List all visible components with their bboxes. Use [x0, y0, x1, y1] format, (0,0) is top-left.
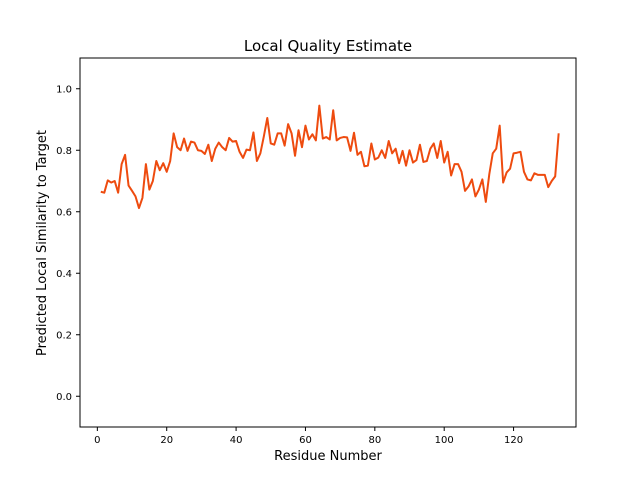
x-tick-label: 20	[160, 435, 173, 446]
x-tick-label: 60	[299, 435, 312, 446]
x-tick-label: 80	[368, 435, 381, 446]
x-axis-label: Residue Number	[274, 449, 382, 464]
x-tick-label: 40	[230, 435, 243, 446]
y-axis-ticks: 0.0 0.2 0.4 0.6 0.8 1.0	[56, 84, 80, 403]
series-line-0	[100, 104, 560, 210]
y-tick-label: 0.2	[56, 330, 72, 341]
axes-frame	[79, 57, 577, 428]
y-tick-label: 0.8	[56, 146, 72, 157]
x-axis-ticks: 0 20 40 60 80 100 120	[94, 427, 523, 446]
y-axis-label: Predicted Local Similarity to Target	[35, 130, 50, 356]
y-tick-label: 0.4	[56, 269, 72, 280]
y-tick-label: 1.0	[56, 84, 72, 95]
x-tick-label: 0	[94, 435, 100, 446]
x-tick-label: 100	[435, 435, 454, 446]
y-tick-label: 0.6	[56, 207, 72, 218]
plot-line-layer	[100, 104, 560, 210]
x-tick-label: 120	[504, 435, 523, 446]
y-tick-label: 0.0	[56, 392, 72, 403]
chart-title: Local Quality Estimate	[244, 37, 412, 55]
